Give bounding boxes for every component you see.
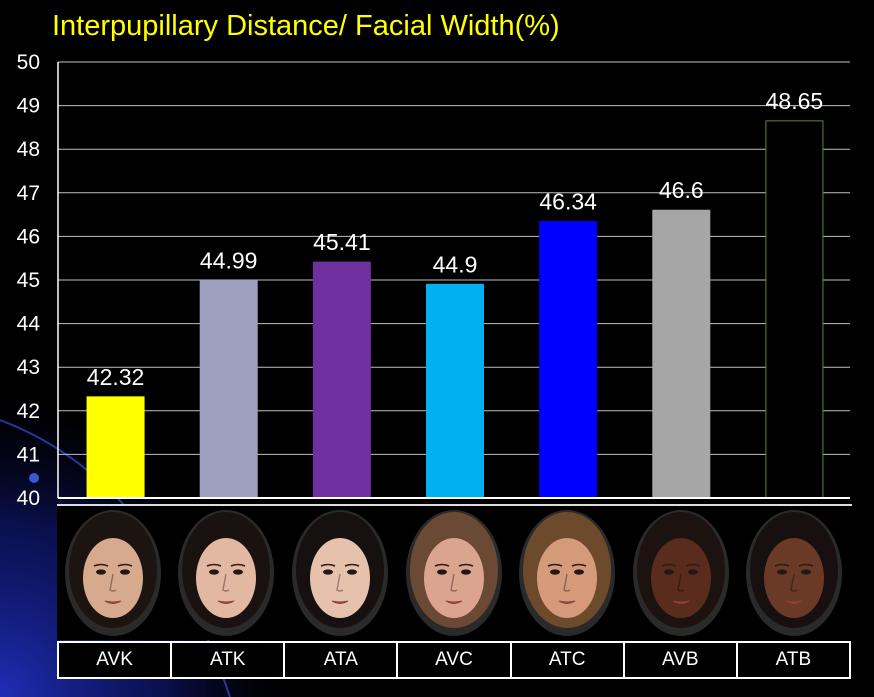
bar-atc (539, 221, 598, 499)
y-tick-label: 47 (17, 182, 40, 205)
x-tick-label: ATC (512, 643, 625, 677)
y-tick-label: 44 (17, 313, 41, 336)
face-image (519, 510, 616, 636)
face-portrait-atc (511, 506, 625, 640)
x-tick-label: AVK (59, 643, 173, 677)
faces-strip (57, 504, 853, 640)
face-portrait-ata (284, 506, 398, 640)
y-tick-label: 46 (17, 225, 40, 248)
bar-atb (765, 120, 824, 499)
face-portrait-atb (738, 506, 853, 640)
y-tick-label: 40 (17, 487, 40, 510)
x-tick-label: ATB (775, 649, 812, 670)
y-tick-label: 50 (17, 51, 40, 74)
bar-avk (86, 396, 145, 499)
data-label: 46.34 (539, 189, 597, 215)
bar-avb (652, 209, 711, 499)
x-tick-label: AVB (625, 643, 738, 677)
y-tick-label: 43 (17, 356, 40, 379)
x-tick-label: ATK (172, 643, 286, 677)
face-portrait-avk (57, 506, 171, 640)
data-label: 48.65 (766, 88, 824, 114)
data-label: 45.41 (313, 229, 371, 255)
face-portrait-avb (625, 506, 739, 640)
y-tick-label: 49 (17, 95, 40, 118)
face-image (64, 510, 161, 636)
bar-avc (426, 283, 484, 499)
x-tick-label: ATA (285, 643, 399, 677)
data-label: 42.32 (87, 364, 145, 390)
data-label: 46.6 (659, 177, 704, 203)
face-image (746, 510, 843, 636)
category-label-row: AVK ATK ATA AVC ATC AVB ATB (57, 641, 851, 679)
bar-ata (312, 261, 371, 499)
y-tick-label: 48 (17, 138, 40, 161)
data-label: 44.99 (200, 247, 258, 273)
face-portrait-avc (398, 506, 512, 640)
face-image (178, 510, 275, 636)
face-portrait-atk (171, 506, 285, 640)
face-image (405, 510, 502, 636)
y-tick-label: 42 (17, 400, 40, 423)
y-tick-label: 41 (17, 443, 40, 466)
x-tick-label: AVC (398, 643, 512, 677)
data-label: 44.9 (433, 251, 478, 277)
face-image (632, 510, 729, 636)
y-tick-label: 45 (17, 269, 40, 292)
chart-title: Interpupillary Distance/ Facial Width(%) (52, 10, 560, 42)
face-image (291, 510, 388, 636)
bar-atk (199, 279, 258, 499)
